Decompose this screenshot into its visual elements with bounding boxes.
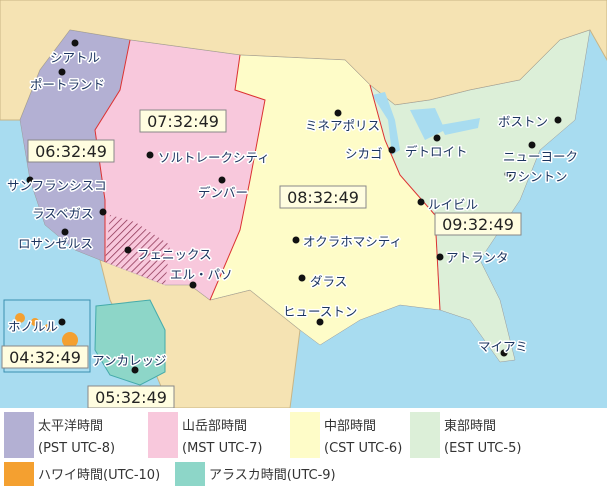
city-dot <box>131 366 139 374</box>
legend-detail: (MST UTC-7) <box>182 441 262 456</box>
legend-swatch <box>4 412 34 458</box>
city-dot <box>436 253 444 261</box>
city-dot <box>528 141 536 149</box>
city-dot <box>417 198 425 206</box>
city-label: ラスベガス <box>32 206 93 221</box>
city-dot <box>504 170 512 178</box>
time-label: 07:32:49 <box>147 112 219 131</box>
legend-name: 太平洋時間 <box>38 419 103 434</box>
city-dot <box>58 68 66 76</box>
legend-swatch <box>4 462 34 486</box>
city-dot <box>71 39 79 47</box>
city-dot <box>298 274 306 282</box>
legend-swatch <box>175 462 205 486</box>
city-dot <box>146 151 154 159</box>
city-label: ヒューストン <box>283 304 357 319</box>
city-dot <box>554 116 562 124</box>
city-label: ロサンゼルス <box>18 236 93 251</box>
city-dot <box>433 134 441 142</box>
city-dot <box>316 318 324 326</box>
alaska <box>94 299 166 386</box>
legend-swatch <box>410 412 440 458</box>
city-label: ポートランド <box>30 77 105 92</box>
legend-name: 中部時間 <box>324 419 376 434</box>
city-dot <box>99 208 107 216</box>
city-label: ボストン <box>498 114 548 129</box>
legend-detail: (EST UTC-5) <box>444 441 521 456</box>
city-label: ワシントン <box>505 169 568 184</box>
legend-swatch <box>148 412 178 458</box>
time-label: 08:32:49 <box>287 188 359 207</box>
city-label: エル・パソ <box>170 267 233 282</box>
legend-detail: (CST UTC-6) <box>324 441 402 456</box>
time-box <box>279 185 367 209</box>
time-label: 06:32:49 <box>35 142 107 161</box>
city-label: アトランタ <box>446 250 509 265</box>
legend-swatch <box>290 412 320 458</box>
city-dot <box>26 176 34 184</box>
city-dot <box>189 281 197 289</box>
time-box <box>1 345 89 369</box>
city-label: アンカレッジ <box>92 353 167 368</box>
city-label: ルイビル <box>428 197 478 212</box>
city-label: シアトル <box>50 50 100 65</box>
city-label: デトロイト <box>405 144 468 159</box>
legend-name: 東部時間 <box>444 418 496 434</box>
hawaii-island <box>62 332 78 348</box>
city-dot <box>218 176 226 184</box>
city-dot <box>334 109 342 117</box>
city-label: マイアミ <box>478 339 528 354</box>
city-label: デンバー <box>198 185 248 200</box>
time-box <box>139 109 227 133</box>
city-label: ダラス <box>310 274 347 289</box>
city-label: ソルトレークシティ <box>158 150 270 165</box>
great-lakes <box>372 92 480 155</box>
city-label: サンフランシスコ <box>7 178 107 193</box>
city-label: ニューヨーク <box>503 149 578 164</box>
time-label: 05:32:49 <box>95 388 167 407</box>
legend-name: ハワイ時間(UTC-10) <box>38 468 160 483</box>
city-label: ミネアポリス <box>305 118 380 133</box>
city-dot <box>58 318 66 326</box>
city-label: フェニックス <box>137 247 212 262</box>
city-dot <box>124 246 132 254</box>
city-label: シカゴ <box>345 146 383 161</box>
city-dot <box>388 146 396 154</box>
hawaii-island <box>31 318 39 326</box>
arizona-hatch <box>105 215 170 285</box>
zone-borders <box>94 39 441 311</box>
city-dot <box>292 236 300 244</box>
hawaii-island <box>44 324 52 332</box>
city-label: オクラホマシティ <box>303 234 402 249</box>
legend-detail: (PST UTC-8) <box>38 441 115 456</box>
time-label: 04:32:49 <box>9 348 81 367</box>
hawaii-island <box>15 313 25 323</box>
legend-name: アラスカ時間(UTC-9) <box>209 468 336 483</box>
time-box <box>434 212 522 236</box>
time-label: 09:32:49 <box>442 215 514 234</box>
legend-name: 山岳部時間 <box>182 419 247 434</box>
city-dot <box>500 349 508 357</box>
legend: 太平洋時間 (PST UTC-8) 山岳部時間 (MST UTC-7) 中部時間 (CST… <box>0 408 607 491</box>
city-label: ホノルル <box>8 319 58 334</box>
city-dot <box>61 228 69 236</box>
time-box <box>27 139 115 163</box>
